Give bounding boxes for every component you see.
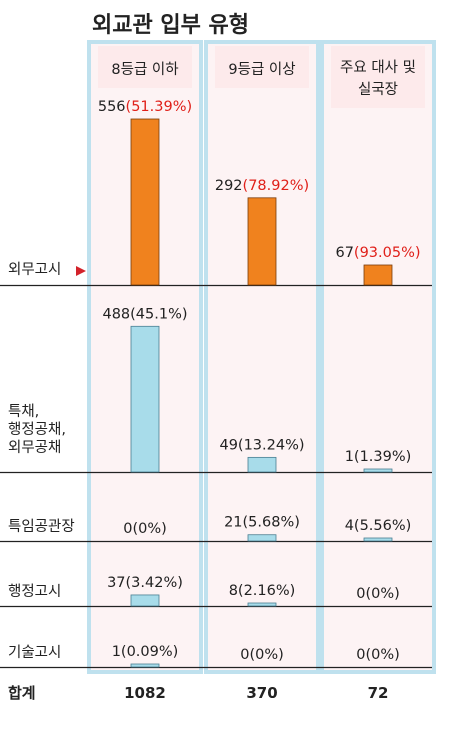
column-background: [320, 40, 436, 674]
data-label: 556(51.39%): [98, 99, 192, 115]
bar: [130, 118, 160, 286]
column-backgrounds: [87, 40, 436, 674]
data-label: 292(78.92%): [215, 178, 309, 194]
bar: [363, 264, 393, 286]
total-label: 합계: [8, 684, 36, 702]
data-label: 1(0.09%): [112, 644, 179, 660]
bar: [130, 325, 160, 473]
column-background: [204, 40, 320, 674]
arrow-marker: [76, 266, 86, 276]
bar: [130, 663, 160, 668]
data-label: 67(93.05%): [335, 245, 420, 261]
data-label: 0(0%): [356, 647, 400, 663]
chart-title: 외교관 입부 유형: [92, 13, 249, 38]
data-label: 4(5.56%): [345, 518, 412, 534]
column-header-box: [98, 46, 192, 88]
data-label: 488(45.1%): [102, 306, 187, 322]
total-value: 370: [246, 684, 277, 702]
bar: [247, 456, 277, 473]
category-label: 9등급 이상: [228, 61, 295, 78]
data-label: 0(0%): [240, 647, 284, 663]
row-label: 행정고시: [8, 583, 61, 600]
category-label: 8등급 이하: [111, 61, 178, 78]
bar: [247, 197, 277, 286]
category-label: 주요 대사 및: [340, 59, 416, 76]
total-value: 1082: [124, 684, 166, 702]
data-label: 8(2.16%): [229, 583, 296, 599]
row-label: 특채,: [8, 403, 39, 420]
category-label: 실국장: [358, 81, 398, 98]
row-label: 외무고시: [8, 261, 61, 278]
bar: [247, 602, 277, 607]
data-label: 0(0%): [123, 521, 167, 537]
column-header-box: [331, 46, 425, 108]
total-value: 72: [368, 684, 389, 702]
bar: [247, 534, 277, 542]
data-label: 1(1.39%): [345, 449, 412, 465]
bar: [130, 594, 160, 607]
data-label: 21(5.68%): [224, 515, 300, 531]
column-header-box: [215, 46, 309, 88]
data-label: 0(0%): [356, 586, 400, 602]
bar: [363, 537, 393, 542]
data-label: 37(3.42%): [107, 575, 183, 591]
data-label: 49(13.24%): [219, 437, 304, 453]
row-label: 특임공관장: [8, 518, 75, 535]
row-label: 외무공채: [8, 439, 61, 456]
row-label: 행정공채,: [8, 421, 66, 438]
bar: [363, 468, 393, 473]
row-label: 기술고시: [8, 644, 61, 661]
